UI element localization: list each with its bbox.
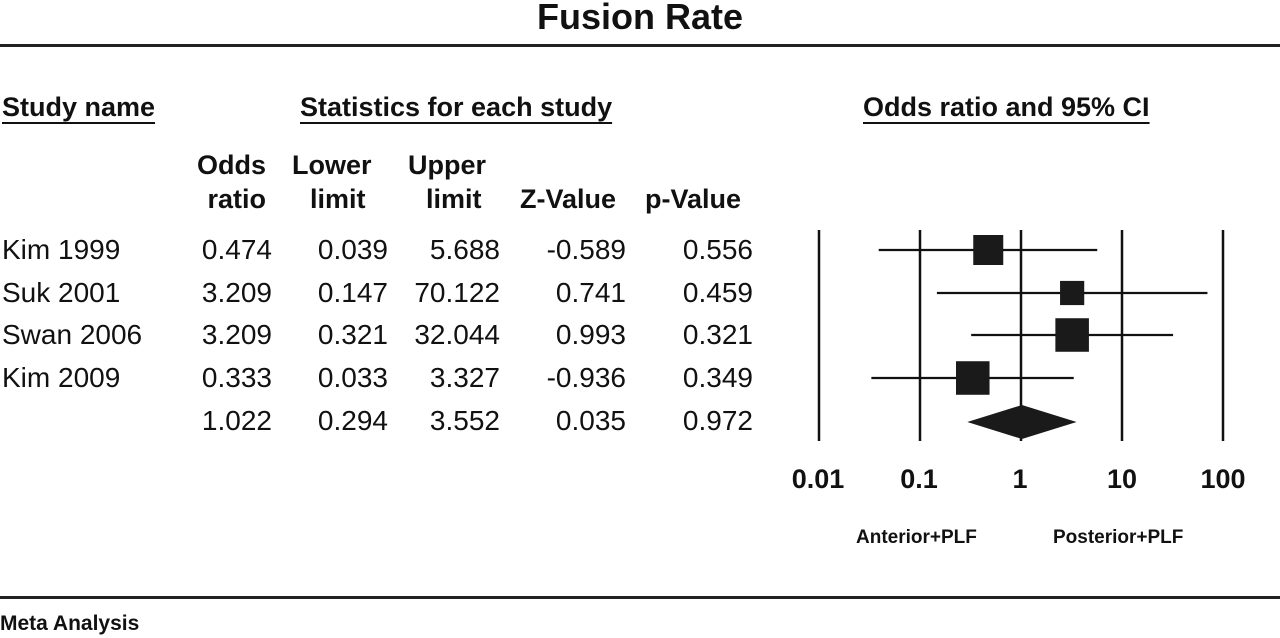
cell-upper-limit: 32.044 bbox=[414, 319, 500, 350]
cell-lower-limit: 0.294 bbox=[317, 405, 388, 436]
cell-upper-limit: 70.122 bbox=[414, 277, 500, 308]
cell-odds-ratio: 1.022 bbox=[201, 405, 272, 436]
cell-p-value: 0.349 bbox=[682, 362, 753, 393]
favors-left-label: Anterior+PLF bbox=[856, 527, 977, 548]
top-rule bbox=[0, 44, 1280, 47]
axis-tick-label: 0.01 bbox=[791, 464, 845, 494]
cell-odds-ratio: 0.333 bbox=[201, 362, 272, 393]
col-header-z-value: Z-Value bbox=[520, 184, 617, 214]
cell-upper-limit: 5.688 bbox=[429, 234, 500, 265]
cell-odds-ratio: 0.474 bbox=[201, 234, 272, 265]
cell-lower-limit: 0.039 bbox=[317, 234, 388, 265]
cell-p-value: 0.556 bbox=[682, 234, 753, 265]
col-header-lower-limit: Lower limit bbox=[292, 150, 372, 214]
cell-p-value: 0.459 bbox=[682, 277, 753, 308]
header-statistics: Statistics for each study bbox=[300, 92, 613, 122]
study-marker bbox=[1060, 280, 1085, 306]
cell-upper-limit: 3.552 bbox=[429, 405, 500, 436]
cell-lower-limit: 0.321 bbox=[317, 319, 388, 350]
cell-upper-limit: 3.327 bbox=[429, 362, 500, 393]
cell-lower-limit: 0.147 bbox=[317, 277, 388, 308]
cell-study-name: Suk 2001 bbox=[2, 277, 121, 308]
axis-tick-label: 10 bbox=[1106, 464, 1138, 494]
cell-z-value: 0.993 bbox=[555, 319, 626, 350]
col-header-upper-limit: Upper limit bbox=[408, 150, 487, 214]
cell-study-name: Kim 2009 bbox=[2, 362, 121, 393]
header-study-name: Study name bbox=[2, 92, 156, 122]
axis-tick-label: 100 bbox=[1200, 464, 1246, 494]
bottom-rule bbox=[0, 596, 1280, 599]
col-header-odds-ratio: Odds ratio bbox=[196, 150, 266, 214]
cell-p-value: 0.972 bbox=[682, 405, 753, 436]
cell-z-value: -0.936 bbox=[546, 362, 626, 393]
cell-p-value: 0.321 bbox=[682, 319, 753, 350]
cell-lower-limit: 0.033 bbox=[317, 362, 388, 393]
footer-label: Meta Analysis bbox=[0, 612, 140, 635]
cell-z-value: 0.035 bbox=[555, 405, 626, 436]
study-marker bbox=[973, 235, 1004, 265]
favors-right-label: Posterior+PLF bbox=[1053, 527, 1184, 548]
cell-odds-ratio: 3.209 bbox=[201, 319, 272, 350]
summary-diamond bbox=[967, 405, 1077, 439]
cell-z-value: 0.741 bbox=[555, 277, 626, 308]
study-marker bbox=[955, 361, 990, 395]
cell-odds-ratio: 3.209 bbox=[201, 277, 272, 308]
chart-title: Fusion Rate bbox=[536, 0, 743, 37]
axis-tick-label: 0.1 bbox=[900, 464, 938, 494]
cell-study-name: Swan 2006 bbox=[2, 319, 143, 350]
axis-tick-label: 1 bbox=[1012, 464, 1028, 494]
cell-study-name: Kim 1999 bbox=[2, 234, 121, 265]
col-header-p-value: p-Value bbox=[645, 184, 742, 214]
study-marker bbox=[1055, 318, 1089, 352]
header-plot: Odds ratio and 95% CI bbox=[863, 92, 1150, 122]
cell-z-value: -0.589 bbox=[546, 234, 626, 265]
